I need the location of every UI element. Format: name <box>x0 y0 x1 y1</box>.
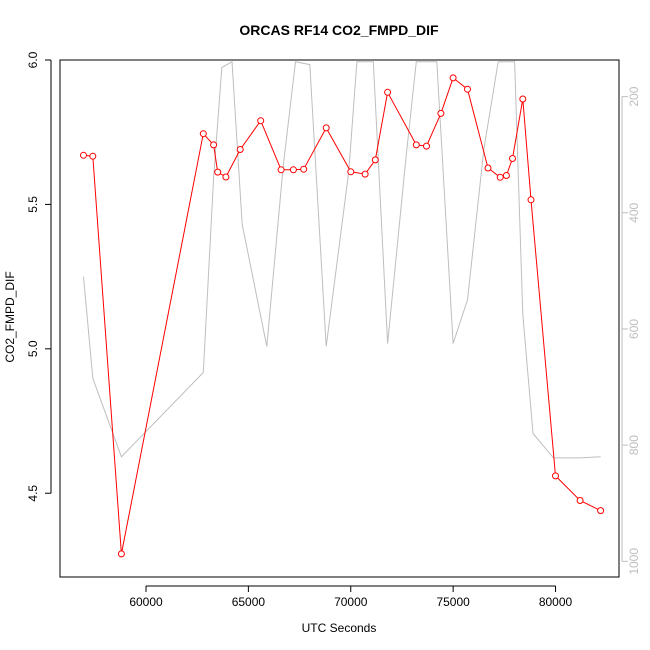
data-point <box>496 173 504 181</box>
data-point <box>289 166 297 174</box>
data-point <box>257 117 265 125</box>
y-axis-label: CO2_FMPD_DIF <box>3 271 17 362</box>
x-tick-label: 80000 <box>539 595 573 609</box>
data-point <box>509 155 516 162</box>
data-point <box>361 170 369 178</box>
x-tick-label: 70000 <box>334 595 368 609</box>
y-tick-label: 6.0 <box>26 51 40 68</box>
data-point <box>597 507 605 515</box>
data-point <box>576 497 584 504</box>
data-point <box>210 141 218 149</box>
y-tick-label: 4.5 <box>26 485 40 502</box>
data-point <box>371 156 379 164</box>
data-point <box>347 168 355 176</box>
data-point <box>502 172 510 179</box>
series-left-axis <box>80 74 605 558</box>
x-tick-label: 60000 <box>129 595 163 609</box>
data-point <box>412 141 420 149</box>
data-point <box>117 550 125 558</box>
chart-title: ORCAS RF14 CO2_FMPD_DIF <box>239 22 439 38</box>
data-point <box>214 168 222 176</box>
series-line-right <box>83 60 601 459</box>
data-point <box>519 95 527 103</box>
data-point <box>236 146 244 153</box>
series-right-axis <box>83 60 601 459</box>
data-point <box>89 152 97 160</box>
data-point <box>300 165 308 173</box>
plot-frame <box>59 59 620 578</box>
y2-tick-label: 1000 <box>627 548 641 575</box>
data-point <box>423 142 430 150</box>
data-point <box>527 196 535 204</box>
y2-tick-label: 400 <box>627 202 641 222</box>
x-tick-label: 65000 <box>232 595 266 609</box>
y2-tick-label: 600 <box>627 319 641 339</box>
series-layer <box>80 60 605 558</box>
data-point <box>552 472 559 480</box>
data-point <box>322 124 330 132</box>
y2-axis: 200 400 600 800 1000 <box>621 86 641 575</box>
x-axis-label: UTC Seconds <box>302 621 377 635</box>
data-point <box>484 164 492 172</box>
data-point <box>437 109 445 117</box>
y-tick-label: 5.0 <box>26 340 40 357</box>
data-point <box>80 151 87 159</box>
x-axis: 60000 65000 70000 75000 80000 <box>129 585 573 609</box>
data-point <box>449 74 457 82</box>
data-point <box>222 173 230 181</box>
data-point <box>384 88 392 96</box>
data-point <box>277 166 285 174</box>
y-axis: 4.5 5.0 5.5 6.0 <box>26 51 52 502</box>
data-point <box>464 85 471 93</box>
x-tick-label: 75000 <box>436 595 470 609</box>
y2-tick-label: 200 <box>627 86 641 106</box>
y-tick-label: 5.5 <box>26 196 40 213</box>
y2-tick-label: 800 <box>627 435 641 455</box>
data-point <box>199 130 207 138</box>
